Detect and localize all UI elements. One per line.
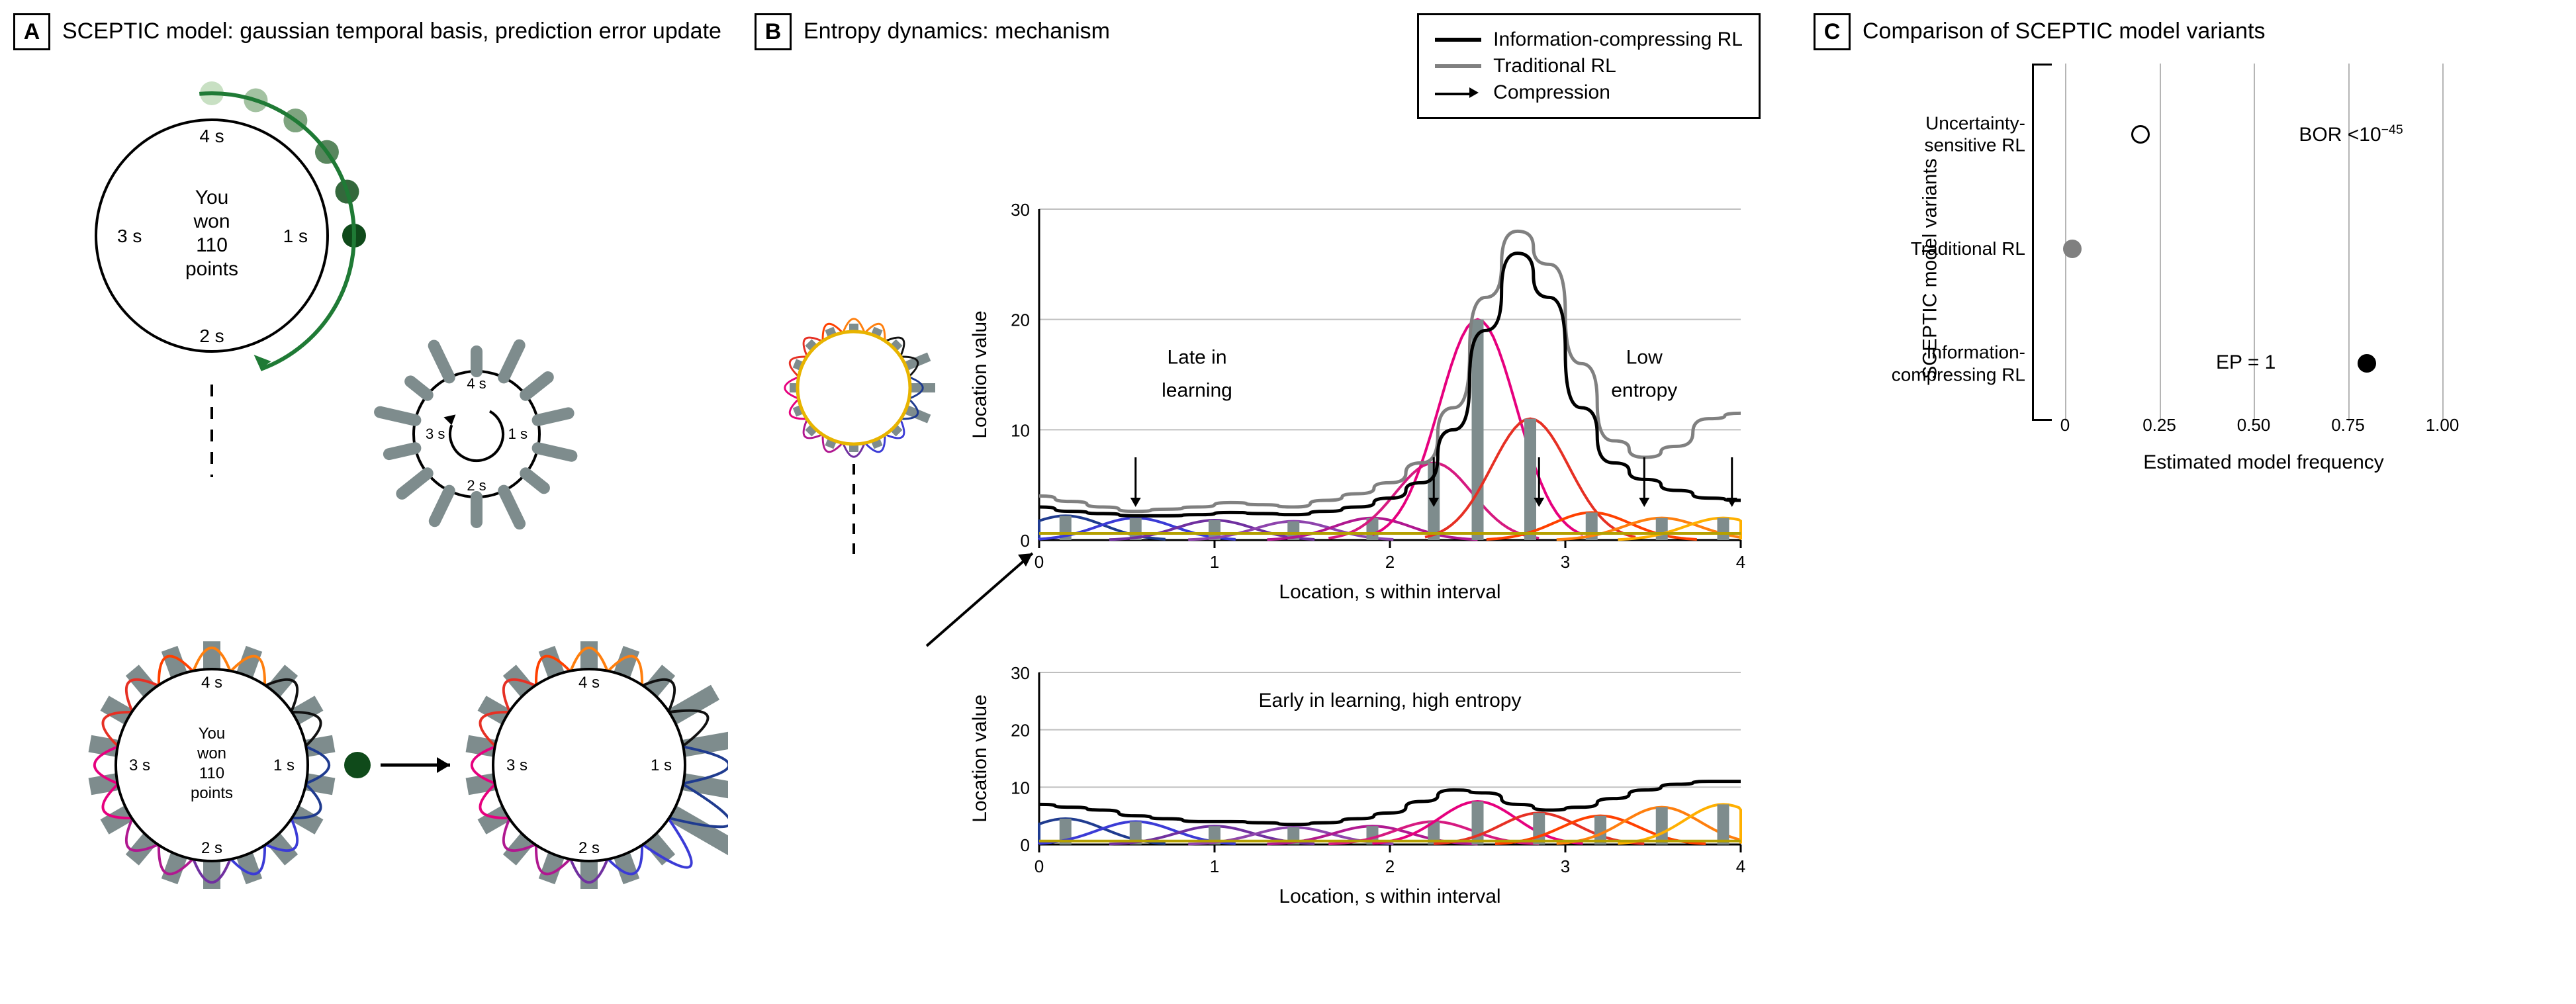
svg-text:1 s: 1 s (283, 226, 308, 246)
figure-root: A SCEPTIC model: gaussian temporal basis… (13, 13, 2563, 937)
panel-c-xaxis-label: Estimated model frequency (2065, 451, 2462, 474)
panel-c-row-label: Information-compressing RL (1873, 342, 2045, 386)
svg-text:0: 0 (1035, 552, 1044, 572)
svg-text:Early in learning, high entrop: Early in learning, high entropy (1259, 690, 1522, 711)
svg-text:4 s: 4 s (578, 674, 600, 692)
panel-c-row-label: Uncertainty-sensitive RL (1873, 112, 2045, 156)
svg-text:30: 30 (1011, 663, 1030, 683)
panel-c-xtick: 0 (2060, 415, 2070, 435)
panel-c-row: Information-compressing RL (1866, 343, 2462, 383)
panel-c-body: SCEPTIC model variants 00.250.500.751.00… (1814, 64, 2542, 474)
svg-text:4 s: 4 s (201, 674, 222, 692)
svg-text:2: 2 (1385, 856, 1395, 876)
svg-text:2: 2 (1385, 552, 1395, 572)
svg-text:3 s: 3 s (129, 756, 150, 774)
panel-c-xtick: 1.00 (2426, 415, 2460, 435)
panel-b-legend: Information-compressing RL Traditional RL… (1417, 13, 1761, 119)
svg-text:won: won (197, 745, 226, 762)
panel-c-row: Traditional RL (1866, 229, 2462, 269)
svg-text:points: points (185, 258, 238, 280)
svg-text:Location value: Location value (969, 694, 991, 822)
legend-label: Compression (1493, 81, 1610, 104)
panel-c-marker (2131, 125, 2150, 144)
panel-a: A SCEPTIC model: gaussian temporal basis… (13, 13, 728, 937)
panel-c-annotation-bor: BOR <10−45 (2299, 122, 2403, 146)
legend-item: Traditional RL (1435, 55, 1743, 77)
svg-text:20: 20 (1011, 721, 1030, 741)
svg-text:You: You (199, 725, 226, 743)
panel-c-row-label: Traditional RL (1873, 238, 2045, 260)
svg-text:3 s: 3 s (117, 226, 142, 246)
svg-text:1 s: 1 s (273, 756, 295, 774)
svg-text:1: 1 (1210, 856, 1219, 876)
panel-a-header: A SCEPTIC model: gaussian temporal basis… (13, 13, 728, 50)
svg-text:20: 20 (1011, 310, 1030, 330)
legend-item: Information-compressing RL (1435, 28, 1743, 51)
svg-text:4 s: 4 s (467, 375, 486, 392)
svg-text:0: 0 (1021, 835, 1030, 855)
panel-c-header: C Comparison of SCEPTIC model variants (1814, 13, 2542, 50)
svg-text:4: 4 (1736, 552, 1745, 572)
panel-c-xtick: 0.50 (2237, 415, 2271, 435)
svg-text:entropy: entropy (1611, 379, 1677, 401)
svg-text:10: 10 (1011, 420, 1030, 440)
panel-a-title: SCEPTIC model: gaussian temporal basis, … (62, 13, 721, 46)
svg-text:won: won (193, 210, 230, 232)
panel-b: B Entropy dynamics: mechanism Informatio… (755, 13, 1787, 937)
panel-c-annotation-ep: EP = 1 (2216, 351, 2276, 374)
svg-text:Late in: Late in (1167, 346, 1226, 368)
svg-text:4 s: 4 s (199, 126, 224, 146)
panel-b-tag: B (755, 13, 792, 50)
panel-c-xtick: 0.25 (2142, 415, 2176, 435)
legend-label: Traditional RL (1493, 55, 1616, 77)
panel-c-plot: 0 0.25 0.50 0.75 1.00 Uncertainty-sensitive R… (1866, 64, 2462, 474)
svg-text:1 s: 1 s (508, 426, 528, 442)
svg-text:1: 1 (1210, 552, 1219, 572)
legend-item: Compression (1435, 81, 1743, 104)
svg-text:Location, s within interval: Location, s within interval (1279, 581, 1500, 603)
svg-text:110: 110 (199, 764, 224, 782)
legend-label: Information-compressing RL (1493, 28, 1743, 51)
svg-text:4: 4 (1736, 856, 1745, 876)
svg-text:10: 10 (1011, 778, 1030, 798)
svg-text:3: 3 (1561, 552, 1570, 572)
panel-c-marker (2358, 354, 2376, 373)
svg-text:3 s: 3 s (426, 426, 445, 442)
panel-c-marker (2063, 240, 2082, 258)
svg-text:0: 0 (1035, 856, 1044, 876)
svg-text:2 s: 2 s (199, 326, 224, 346)
svg-text:learning: learning (1162, 379, 1232, 401)
panel-c: C Comparison of SCEPTIC model variants S… (1814, 13, 2542, 937)
svg-text:points: points (191, 784, 233, 802)
svg-text:1 s: 1 s (651, 756, 672, 774)
svg-text:Location value: Location value (969, 310, 991, 438)
panel-b-svg: 010203001234Location, s within intervalL… (755, 64, 1787, 937)
svg-text:2 s: 2 s (201, 839, 222, 857)
panel-c-xtick: 0.75 (2331, 415, 2365, 435)
svg-text:Location, s within interval: Location, s within interval (1279, 886, 1500, 907)
svg-text:2 s: 2 s (578, 839, 600, 857)
svg-text:You: You (195, 187, 229, 208)
svg-text:Low: Low (1626, 346, 1663, 368)
panel-a-svg: Youwon110points4 s1 s2 s3 s4 s1 s2 s3 s4… (13, 64, 728, 924)
svg-text:3 s: 3 s (506, 756, 528, 774)
svg-text:3: 3 (1561, 856, 1570, 876)
panel-b-title: Entropy dynamics: mechanism (804, 13, 1110, 46)
svg-text:110: 110 (196, 234, 228, 256)
panel-c-tag: C (1814, 13, 1851, 50)
svg-text:0: 0 (1021, 531, 1030, 551)
svg-text:30: 30 (1011, 200, 1030, 220)
panel-c-title: Comparison of SCEPTIC model variants (1863, 13, 2265, 46)
panel-a-tag: A (13, 13, 50, 50)
